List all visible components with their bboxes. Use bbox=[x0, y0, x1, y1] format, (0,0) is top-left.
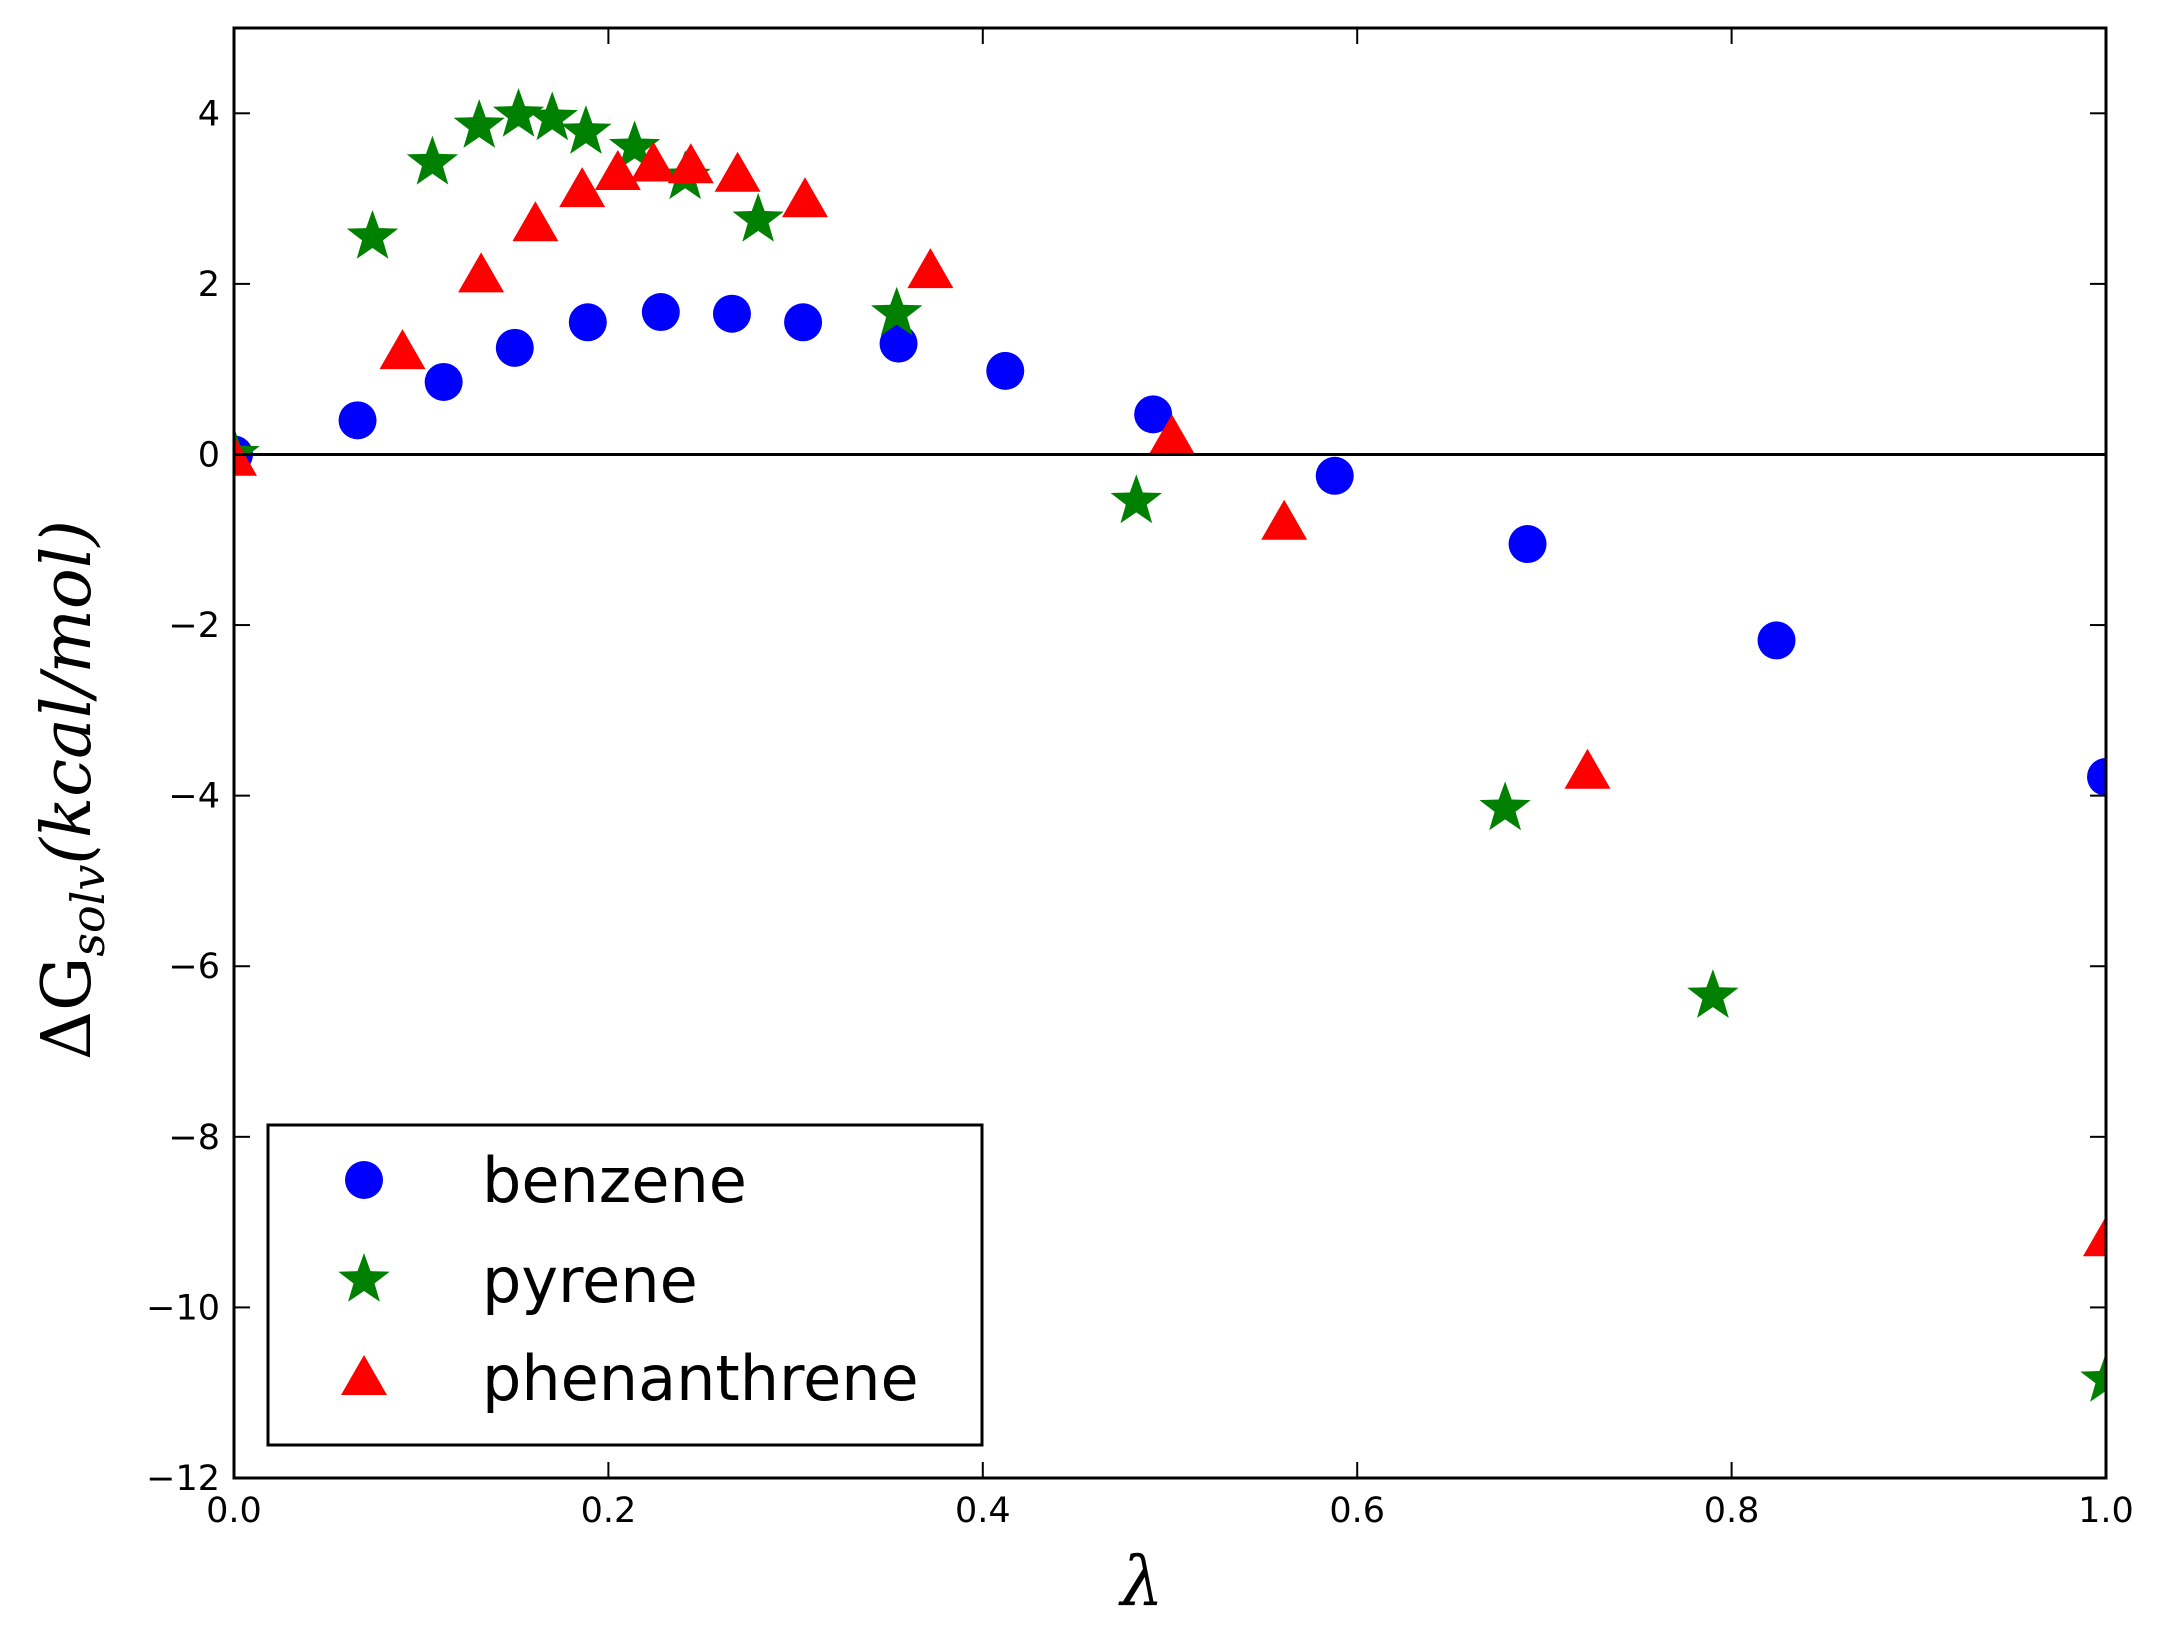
data-marks bbox=[234, 88, 2106, 1402]
pyrene-point bbox=[526, 91, 578, 141]
legend-label-pyrene: pyrene bbox=[482, 1244, 698, 1317]
series-benzene bbox=[234, 293, 2106, 796]
pyrene-point bbox=[560, 105, 612, 154]
x-tick-label: 0.8 bbox=[1704, 1491, 1760, 1531]
benzene-point bbox=[424, 362, 463, 401]
phenanthrene-point bbox=[379, 329, 426, 370]
y-tick-label: −8 bbox=[168, 1118, 220, 1158]
phenanthrene-point bbox=[907, 248, 954, 289]
axis-ticks bbox=[233, 28, 2107, 1479]
y-tick-label: −4 bbox=[168, 777, 220, 817]
x-tick-label: 0.0 bbox=[206, 1491, 262, 1531]
legend-entries: benzene pyrene phenanthrene bbox=[338, 1144, 919, 1415]
y-axis-label-subscript: solv bbox=[61, 865, 115, 957]
y-tick-label: 0 bbox=[198, 435, 220, 475]
phenanthrene-point bbox=[512, 201, 559, 242]
pyrene-point bbox=[1479, 781, 1531, 831]
benzene-point bbox=[495, 328, 534, 367]
benzene-point bbox=[879, 324, 918, 363]
benzene-point bbox=[641, 293, 680, 332]
y-tick-label: −6 bbox=[168, 947, 220, 987]
plot-frame bbox=[232, 26, 2108, 1480]
benzene-point bbox=[1134, 395, 1173, 434]
legend-marker-pyrene bbox=[338, 1253, 390, 1302]
benzene-point bbox=[568, 303, 607, 342]
benzene-point bbox=[1757, 621, 1796, 660]
pyrene-point bbox=[732, 192, 784, 242]
x-axis-label: λ bbox=[1117, 1543, 1163, 1622]
y-tick-label: 4 bbox=[198, 94, 220, 134]
y-tick-label: 2 bbox=[198, 265, 220, 305]
phenanthrene-point bbox=[559, 167, 606, 208]
x-tick-label: 0.6 bbox=[1329, 1491, 1385, 1531]
x-tick-label: 1.0 bbox=[2078, 1491, 2134, 1531]
y-axis-label-suffix: (kcal/mol) bbox=[28, 520, 107, 865]
x-tick-label: 0.2 bbox=[581, 1491, 637, 1531]
legend-box bbox=[266, 1123, 984, 1447]
phenanthrene-point bbox=[714, 151, 761, 192]
phenanthrene-point bbox=[1148, 414, 1195, 455]
y-tick-label: −12 bbox=[146, 1459, 220, 1499]
benzene-point bbox=[2087, 757, 2106, 796]
tick-labels: 0.0 0.2 0.4 0.6 0.8 1.0 −12 −10 −8 −6 −4 −2 0 2 4 bbox=[146, 94, 2134, 1531]
y-axis-label-prefix: ΔG bbox=[28, 957, 107, 1060]
phenanthrene-point bbox=[458, 252, 505, 293]
phenanthrene-point bbox=[594, 150, 641, 190]
pyrene-point bbox=[871, 286, 923, 336]
benzene-point bbox=[784, 303, 823, 342]
y-axis-label: ΔGsolv(kcal/mol) bbox=[28, 520, 115, 1060]
pyrene-point bbox=[453, 99, 505, 148]
pyrene-point bbox=[346, 210, 399, 259]
benzene-point bbox=[986, 351, 1025, 390]
phenanthrene-point bbox=[1564, 748, 1611, 789]
legend-label-phenanthrene: phenanthrene bbox=[482, 1342, 919, 1415]
phenanthrene-point bbox=[630, 141, 677, 182]
phenanthrene-point bbox=[667, 143, 714, 184]
legend-marker-phenanthrene bbox=[341, 1355, 387, 1395]
pyrene-point bbox=[1110, 474, 1162, 524]
phenanthrene-point bbox=[2083, 1216, 2106, 1257]
legend-marker-benzene bbox=[345, 1161, 383, 1199]
legend-label-benzene: benzene bbox=[482, 1144, 747, 1217]
pyrene-point bbox=[608, 120, 661, 170]
pyrene-point bbox=[2080, 1352, 2106, 1402]
benzene-point bbox=[712, 294, 751, 333]
phenanthrene-point bbox=[1261, 499, 1308, 540]
y-tick-label: −10 bbox=[146, 1288, 220, 1328]
legend: benzene pyrene phenanthrene bbox=[266, 1123, 984, 1447]
benzene-point bbox=[338, 401, 377, 440]
x-tick-label: 0.4 bbox=[955, 1491, 1011, 1531]
phenanthrene-point bbox=[782, 177, 828, 218]
benzene-point bbox=[1508, 525, 1547, 564]
benzene-point bbox=[1315, 456, 1354, 495]
pyrene-point bbox=[1687, 969, 1739, 1018]
series-pyrene bbox=[234, 88, 2106, 1402]
pyrene-point bbox=[492, 88, 545, 137]
series-phenanthrene bbox=[234, 141, 2106, 1257]
pyrene-point bbox=[406, 135, 459, 185]
y-tick-label: −2 bbox=[168, 606, 220, 646]
